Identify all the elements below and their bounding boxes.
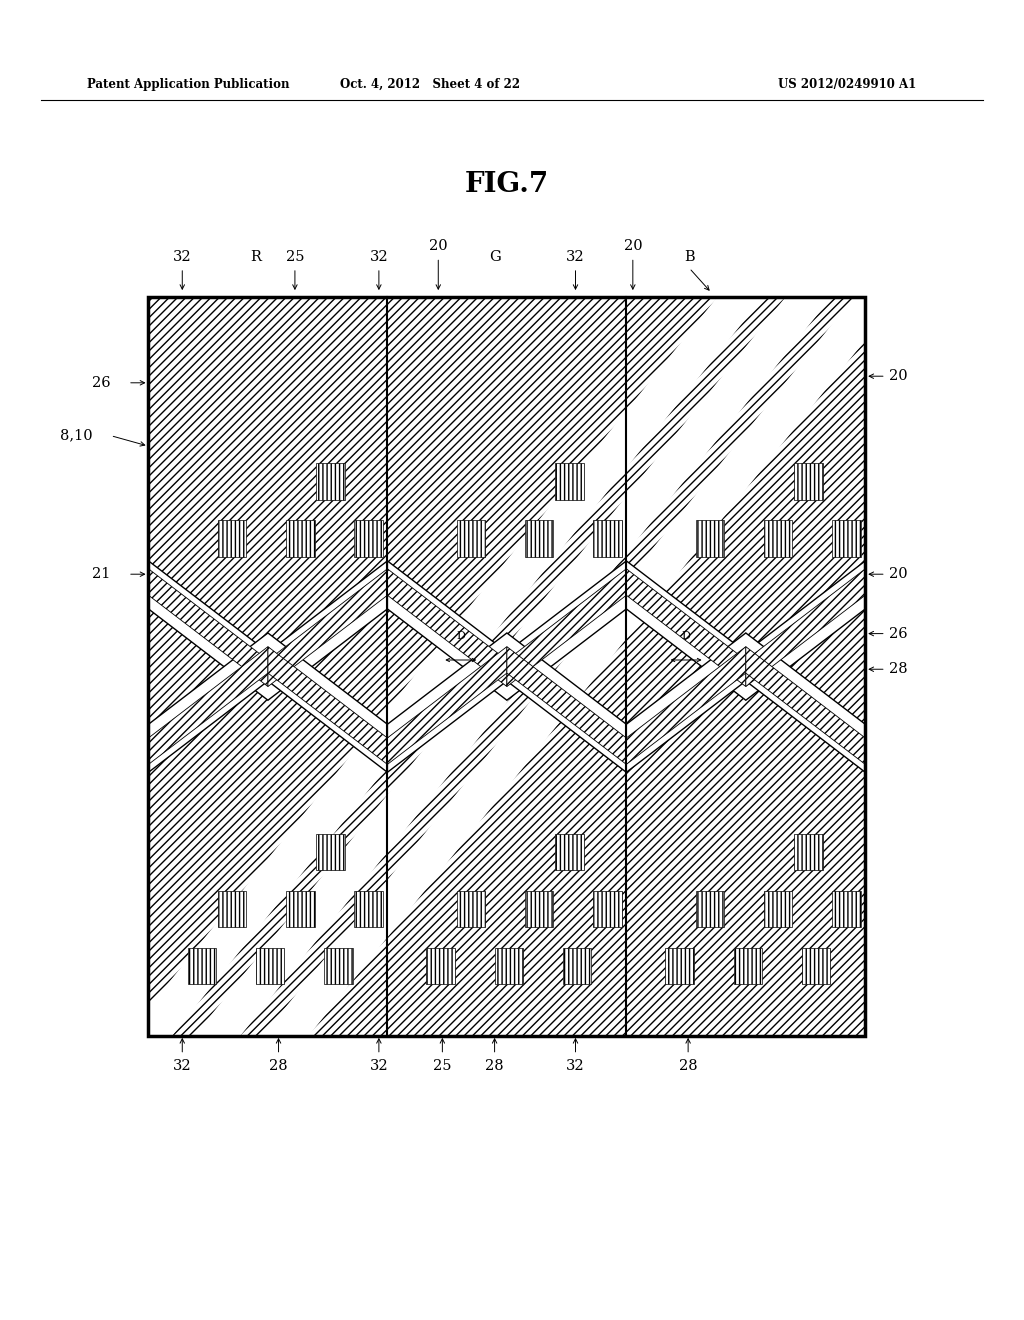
- Bar: [457, 891, 485, 928]
- Polygon shape: [507, 647, 627, 764]
- Bar: [218, 891, 247, 928]
- Bar: [593, 520, 622, 557]
- Bar: [525, 891, 554, 928]
- Bar: [256, 948, 285, 985]
- Polygon shape: [126, 297, 763, 1036]
- Bar: [316, 833, 345, 870]
- Polygon shape: [627, 569, 745, 686]
- Bar: [666, 948, 694, 985]
- Bar: [695, 520, 724, 557]
- Bar: [457, 520, 485, 557]
- Bar: [695, 891, 724, 928]
- Text: Oct. 4, 2012   Sheet 4 of 22: Oct. 4, 2012 Sheet 4 of 22: [340, 78, 520, 91]
- Text: 32: 32: [370, 1059, 388, 1073]
- Bar: [426, 948, 455, 985]
- Text: G: G: [488, 249, 501, 264]
- Polygon shape: [148, 647, 268, 764]
- Bar: [187, 948, 216, 985]
- Bar: [148, 297, 865, 1036]
- Bar: [218, 520, 247, 557]
- Text: 25: 25: [286, 249, 304, 264]
- Polygon shape: [627, 634, 865, 772]
- Bar: [795, 463, 822, 500]
- Polygon shape: [745, 647, 865, 764]
- Polygon shape: [268, 647, 387, 764]
- Text: 25: 25: [433, 1059, 452, 1073]
- Text: 32: 32: [173, 249, 191, 264]
- Bar: [555, 463, 584, 500]
- Polygon shape: [148, 561, 387, 700]
- Polygon shape: [148, 569, 268, 686]
- Text: 20: 20: [624, 239, 642, 253]
- Text: 8,10: 8,10: [59, 429, 92, 442]
- Polygon shape: [507, 569, 627, 686]
- Polygon shape: [627, 647, 745, 764]
- Text: 32: 32: [566, 249, 585, 264]
- Text: 21: 21: [92, 568, 111, 581]
- Text: US 2012/0249910 A1: US 2012/0249910 A1: [778, 78, 916, 91]
- Bar: [555, 833, 584, 870]
- Polygon shape: [387, 561, 627, 700]
- Polygon shape: [195, 297, 831, 1036]
- Polygon shape: [387, 569, 507, 686]
- Bar: [764, 520, 793, 557]
- Bar: [802, 948, 830, 985]
- Text: 32: 32: [370, 249, 388, 264]
- Bar: [354, 520, 383, 557]
- Text: D: D: [457, 631, 465, 642]
- Bar: [286, 891, 314, 928]
- Polygon shape: [148, 634, 387, 772]
- Bar: [764, 891, 793, 928]
- Bar: [833, 891, 861, 928]
- Bar: [316, 463, 345, 500]
- Text: FIG.7: FIG.7: [465, 172, 549, 198]
- Bar: [593, 891, 622, 928]
- Text: R: R: [251, 249, 261, 264]
- Text: 26: 26: [92, 376, 111, 389]
- Text: 32: 32: [173, 1059, 191, 1073]
- Polygon shape: [268, 569, 387, 686]
- Bar: [733, 948, 762, 985]
- Text: 26: 26: [889, 627, 907, 640]
- Text: 32: 32: [566, 1059, 585, 1073]
- Text: 20: 20: [889, 370, 907, 383]
- Bar: [324, 948, 352, 985]
- Bar: [563, 948, 592, 985]
- Text: 20: 20: [889, 568, 907, 581]
- Bar: [495, 948, 523, 985]
- Bar: [795, 833, 822, 870]
- Polygon shape: [387, 634, 627, 772]
- Text: 20: 20: [429, 239, 447, 253]
- Bar: [148, 297, 865, 1036]
- Polygon shape: [262, 297, 900, 1036]
- Bar: [833, 520, 861, 557]
- Text: 28: 28: [889, 663, 907, 676]
- Bar: [286, 520, 314, 557]
- Polygon shape: [745, 569, 865, 686]
- Polygon shape: [627, 561, 865, 700]
- Bar: [148, 297, 865, 1036]
- Bar: [525, 520, 554, 557]
- Polygon shape: [387, 647, 507, 764]
- Text: D: D: [682, 631, 690, 642]
- Bar: [354, 891, 383, 928]
- Text: 28: 28: [679, 1059, 697, 1073]
- Text: Patent Application Publication: Patent Application Publication: [87, 78, 290, 91]
- Text: 28: 28: [485, 1059, 504, 1073]
- Text: B: B: [684, 249, 694, 264]
- Text: 28: 28: [269, 1059, 288, 1073]
